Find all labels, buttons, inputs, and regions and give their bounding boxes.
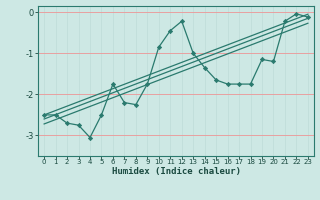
X-axis label: Humidex (Indice chaleur): Humidex (Indice chaleur) [111, 167, 241, 176]
